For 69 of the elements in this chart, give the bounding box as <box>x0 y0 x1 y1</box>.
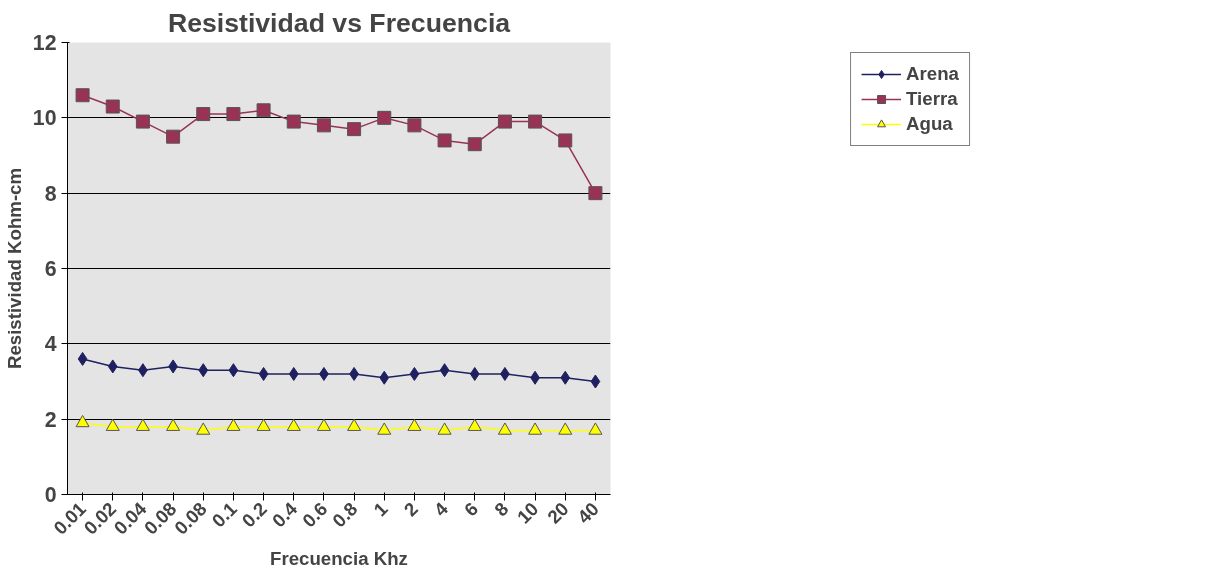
point <box>316 118 331 133</box>
point <box>528 114 543 129</box>
point <box>590 374 601 389</box>
x-tick-label: 10 <box>512 498 543 528</box>
point <box>258 366 269 381</box>
y-tick-label: 2 <box>44 407 57 432</box>
x-tick-label: 40 <box>573 498 603 528</box>
x-tick-label: 2 <box>399 498 422 521</box>
point <box>226 418 241 431</box>
x-tick-label: 4 <box>429 497 453 521</box>
point <box>75 414 90 428</box>
legend-label: Agua <box>906 113 953 135</box>
legend-label: Arena <box>906 63 959 85</box>
point <box>409 366 420 381</box>
point <box>407 418 422 431</box>
point <box>226 107 241 122</box>
point <box>347 418 362 431</box>
point <box>198 363 209 378</box>
point <box>588 422 603 435</box>
y-tick-label: 12 <box>32 31 57 55</box>
point <box>288 366 299 381</box>
point <box>135 418 150 431</box>
y-tick-label: 8 <box>44 181 57 206</box>
point <box>316 418 331 431</box>
point <box>558 133 573 148</box>
point <box>107 359 118 374</box>
legend-label: Tierra <box>906 88 958 110</box>
y-tick-label: 6 <box>44 257 57 281</box>
x-tick-label: 6 <box>459 498 483 521</box>
point <box>379 370 390 385</box>
x-tick-label: 8 <box>490 498 513 521</box>
point <box>256 103 271 118</box>
point <box>77 351 88 366</box>
point <box>166 129 181 144</box>
point <box>528 422 543 435</box>
point <box>497 114 512 129</box>
point <box>196 107 211 122</box>
point <box>467 137 482 152</box>
point <box>439 363 450 378</box>
point <box>166 418 181 431</box>
point <box>497 422 512 435</box>
x-tick-label: 20 <box>543 498 573 528</box>
point <box>588 186 603 201</box>
point <box>105 418 120 431</box>
point <box>286 114 301 129</box>
point <box>228 363 239 378</box>
point <box>407 118 422 133</box>
point <box>437 422 452 435</box>
point <box>377 110 392 125</box>
y-axis-title: Resistividad Kohm-cm <box>3 167 25 370</box>
point <box>196 422 211 435</box>
x-tick-label: 1 <box>369 498 392 521</box>
point <box>135 114 150 129</box>
point <box>256 418 271 431</box>
point <box>105 99 120 114</box>
point <box>347 122 362 137</box>
point <box>560 370 571 385</box>
y-tick-label: 10 <box>32 106 57 131</box>
point <box>558 422 573 435</box>
point <box>467 418 482 431</box>
point <box>377 422 392 435</box>
y-tick-label: 4 <box>44 332 57 357</box>
point <box>469 366 480 381</box>
x-axis-title: Frecuencia Khz <box>270 548 408 570</box>
y-tick-label: 0 <box>44 483 57 507</box>
point <box>75 88 90 103</box>
point <box>286 418 301 431</box>
point <box>437 133 452 148</box>
chart-title: Resistividad vs Frecuencia <box>167 7 511 38</box>
